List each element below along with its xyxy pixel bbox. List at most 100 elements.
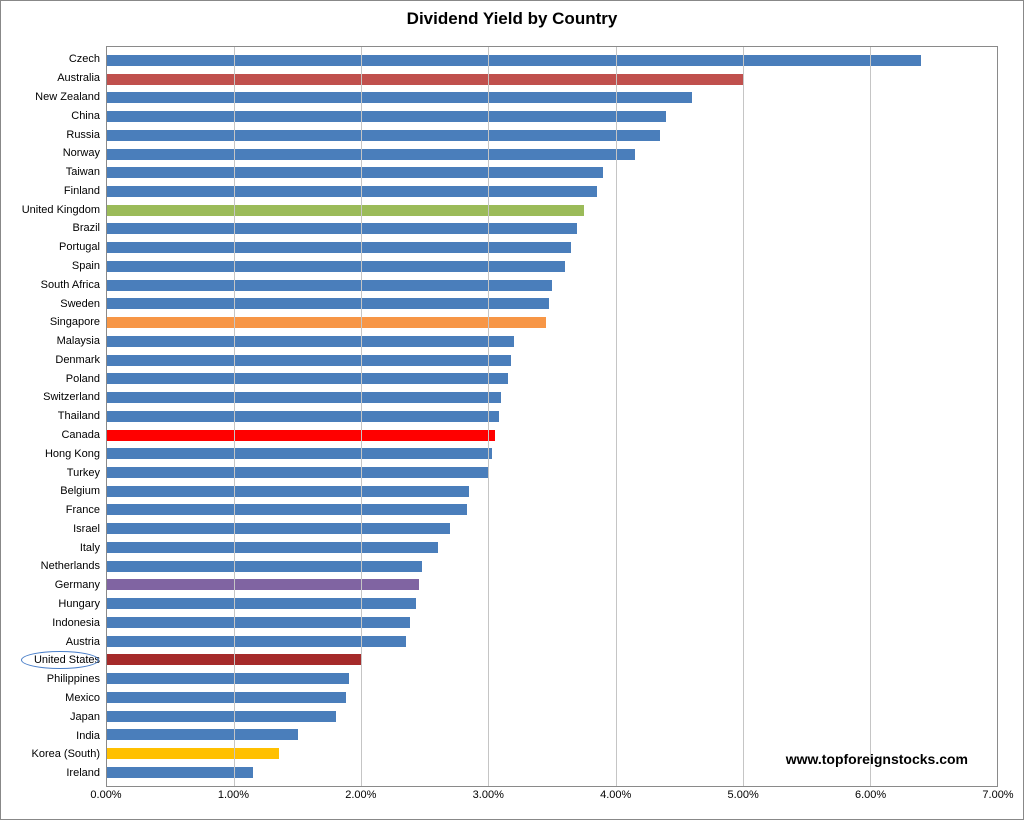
y-axis-label: Turkey [1,466,104,480]
bar-row [107,653,997,667]
bar [107,579,419,590]
y-axis-label: Portugal [1,240,104,254]
y-axis-label: Brazil [1,221,104,235]
bar [107,767,253,778]
bar-row [107,147,997,161]
y-axis-label: Russia [1,128,104,142]
bar [107,504,467,515]
bars-area [107,47,997,786]
bar-row [107,597,997,611]
y-axis-label: Czech [1,52,104,66]
bar-row [107,166,997,180]
y-axis-label: Sweden [1,297,104,311]
bar-row [107,222,997,236]
y-axis-label: China [1,109,104,123]
bar [107,523,450,534]
bar [107,355,511,366]
bar-row [107,540,997,554]
bar [107,467,488,478]
y-axis-label: Ireland [1,766,104,780]
y-axis-label: Thailand [1,409,104,423]
x-tick-label: 0.00% [90,789,121,801]
bar-row [107,559,997,573]
bar-row [107,185,997,199]
bar-row [107,391,997,405]
chart-container: Dividend Yield by Country Czech Australia… [0,0,1024,820]
bar [107,298,549,309]
watermark: www.topforeignstocks.com [786,751,968,767]
bar [107,711,336,722]
y-axis-label: Switzerland [1,390,104,404]
bar-row [107,428,997,442]
bar [107,55,921,66]
y-axis-label: Spain [1,259,104,273]
y-axis-label: New Zealand [1,90,104,104]
y-axis-label: Poland [1,372,104,386]
plot-area [106,46,998,787]
bar-row [107,353,997,367]
bar-row [107,578,997,592]
chart-title: Dividend Yield by Country [15,9,1009,29]
y-axis-label: Japan [1,710,104,724]
bar [107,729,298,740]
bar-row [107,316,997,330]
bar-row [107,484,997,498]
bar [107,411,499,422]
bar [107,317,546,328]
bar [107,280,552,291]
bar-row [107,53,997,67]
gridline [234,47,235,786]
bar-row [107,466,997,480]
bar-row [107,128,997,142]
bar [107,617,410,628]
bar-row [107,278,997,292]
y-axis-label: Malaysia [1,334,104,348]
y-axis-label: Singapore [1,315,104,329]
bar-row [107,503,997,517]
gridline [743,47,744,786]
bar [107,167,603,178]
gridline [870,47,871,786]
y-axis-label: Australia [1,71,104,85]
bar [107,223,577,234]
y-axis-label: Norway [1,146,104,160]
bar-row [107,728,997,742]
bar-row [107,203,997,217]
y-axis-label: United States [1,653,104,667]
bar-row [107,334,997,348]
bar-row [107,372,997,386]
bar [107,186,597,197]
bar [107,561,422,572]
bar [107,392,501,403]
label-highlight-circle [21,651,99,669]
y-axis-label: Canada [1,428,104,442]
y-axis-label: Hungary [1,597,104,611]
bar-row [107,765,997,779]
y-axis-label: Netherlands [1,559,104,573]
bar-row [107,690,997,704]
x-axis: 0.00%1.00%2.00%3.00%4.00%5.00%6.00%7.00% [106,789,998,811]
bar-row [107,91,997,105]
bar [107,74,743,85]
y-axis-label: Italy [1,541,104,555]
bar-row [107,259,997,273]
bar [107,336,514,347]
bar-row [107,72,997,86]
y-axis-label: India [1,729,104,743]
bar-row [107,241,997,255]
y-axis-label: Germany [1,578,104,592]
bar-row [107,409,997,423]
y-axis-label: Israel [1,522,104,536]
y-axis-label: Taiwan [1,165,104,179]
x-tick-label: 3.00% [473,789,504,801]
bar-row [107,110,997,124]
bar [107,205,584,216]
y-axis-label: Korea (South) [1,747,104,761]
bar [107,373,508,384]
bar [107,673,349,684]
y-axis-label: United Kingdom [1,203,104,217]
y-axis-label: Indonesia [1,616,104,630]
x-tick-label: 4.00% [600,789,631,801]
bar [107,130,660,141]
bar-row [107,522,997,536]
